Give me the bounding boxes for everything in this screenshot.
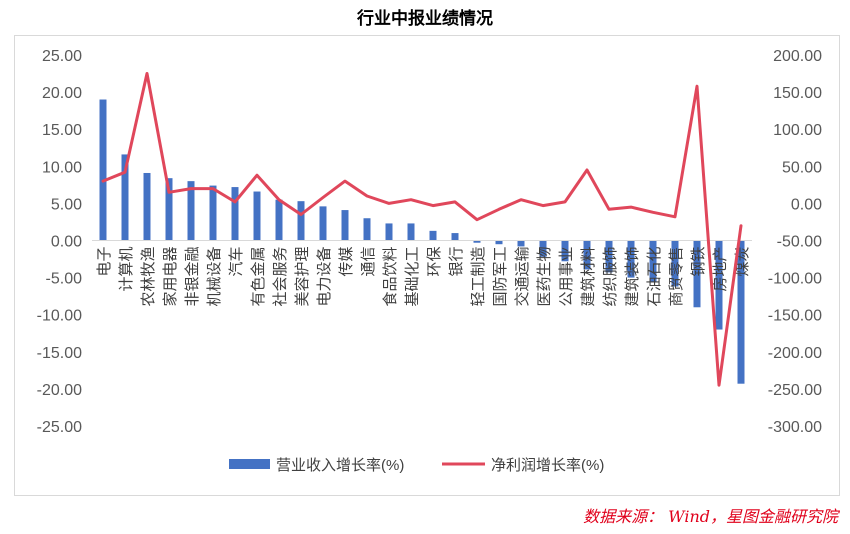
y-left-tick-label: 0.00 [51, 234, 82, 251]
y-right-tick-label: 150.00 [773, 85, 822, 102]
bar-revenue-growth [231, 187, 239, 241]
category-label: 家用电器 [162, 247, 179, 307]
y-right-tick-label: -250.00 [768, 382, 822, 399]
bar-revenue-growth [495, 240, 503, 245]
bar-revenue-growth [297, 201, 305, 241]
bar-revenue-growth [275, 199, 283, 241]
bar-revenue-growth [649, 240, 657, 283]
y-right-tick-label: 100.00 [773, 122, 822, 139]
y-right-tick-label: -150.00 [768, 308, 822, 325]
y-left-tick-label: 10.00 [42, 159, 82, 176]
chart-frame [14, 35, 840, 496]
y-left-tick-label: 25.00 [42, 48, 82, 65]
category-label: 电子 [96, 247, 113, 277]
category-label: 有色金属 [250, 247, 267, 307]
category-label: 纺织服饰 [602, 247, 619, 307]
bar-revenue-growth [121, 154, 129, 241]
category-label: 社会服务 [272, 247, 289, 307]
category-label: 电力设备 [316, 247, 333, 307]
bar-revenue-growth [99, 99, 107, 241]
bar-revenue-growth [539, 240, 547, 257]
category-label: 建筑材料 [580, 247, 597, 307]
category-label: 公用事业 [558, 247, 575, 307]
category-label: 轻工制造 [470, 247, 487, 307]
category-label: 通信 [360, 247, 377, 277]
bar-revenue-growth [627, 240, 635, 278]
bar-revenue-growth [385, 223, 393, 241]
category-label: 钢铁 [690, 247, 707, 277]
y-right-tick-label: 50.00 [782, 159, 822, 176]
bar-revenue-growth [407, 223, 415, 241]
y-left-tick-label: -20.00 [37, 382, 82, 399]
category-label: 房地产 [712, 247, 729, 292]
bar-revenue-growth [165, 178, 173, 241]
category-label: 美容护理 [294, 247, 311, 307]
bar-revenue-growth [693, 240, 701, 308]
category-label: 商贸零售 [668, 247, 685, 307]
category-label: 计算机 [117, 247, 135, 292]
category-label: 农林牧渔 [140, 247, 157, 307]
line-net-profit-growth [101, 72, 743, 387]
bar-revenue-growth [605, 240, 613, 273]
source-note: 数据来源： Wind，星图金融研究院 [583, 507, 838, 526]
category-label: 传媒 [338, 247, 355, 277]
bar-revenue-growth [517, 240, 525, 247]
category-label: 医药生物 [536, 247, 553, 307]
category-label: 国防军工 [492, 247, 509, 307]
y-left-tick-label: 15.00 [42, 122, 82, 139]
category-label: 食品饮料 [382, 247, 399, 307]
bar-revenue-growth [253, 191, 261, 241]
bar-revenue-growth [715, 240, 723, 330]
bar-revenue-growth [671, 240, 679, 287]
bar-revenue-growth [583, 240, 591, 270]
legend-label-revenue: 营业收入增长率(%) [276, 457, 404, 474]
category-label: 银行 [448, 247, 465, 277]
bar-revenue-growth [561, 240, 569, 262]
bar-revenue-growth [341, 210, 349, 241]
y-left-tick-label: -15.00 [37, 345, 82, 362]
y-right-tick-label: 200.00 [773, 48, 822, 65]
legend-swatch-revenue [229, 459, 270, 469]
y-left-tick-label: -5.00 [46, 271, 83, 288]
category-label: 非银金融 [184, 247, 201, 307]
category-label: 石油石化 [646, 247, 663, 307]
bar-revenue-growth [143, 172, 151, 241]
y-left-tick-label: 5.00 [51, 196, 82, 213]
category-label: 环保 [426, 247, 443, 277]
category-label: 建筑装饰 [624, 247, 641, 307]
y-right-tick-label: -50.00 [777, 234, 822, 251]
bar-revenue-growth [209, 185, 217, 241]
y-right-tick-label: -200.00 [768, 345, 822, 362]
chart-title: 行业中报业绩情况 [357, 9, 493, 29]
category-label: 交通运输 [513, 247, 531, 307]
bar-revenue-growth [363, 218, 371, 241]
y-left-tick-label: 20.00 [42, 85, 82, 102]
y-right-tick-label: 0.00 [791, 196, 822, 213]
bar-revenue-growth [319, 206, 327, 241]
category-label: 基础化工 [404, 247, 421, 307]
y-left-tick-label: -10.00 [37, 308, 82, 325]
bar-revenue-growth [473, 240, 481, 243]
category-label: 机械设备 [206, 247, 223, 307]
y-right-tick-label: -300.00 [768, 419, 822, 436]
category-label: 汽车 [228, 247, 245, 277]
y-right-tick-label: -100.00 [768, 271, 822, 288]
bar-revenue-growth [187, 181, 195, 241]
legend-label-profit: 净利润增长率(%) [491, 457, 604, 474]
bar-revenue-growth [429, 230, 437, 241]
y-left-tick-label: -25.00 [37, 419, 82, 436]
bar-revenue-growth [451, 233, 459, 241]
bar-revenue-growth [737, 240, 745, 384]
